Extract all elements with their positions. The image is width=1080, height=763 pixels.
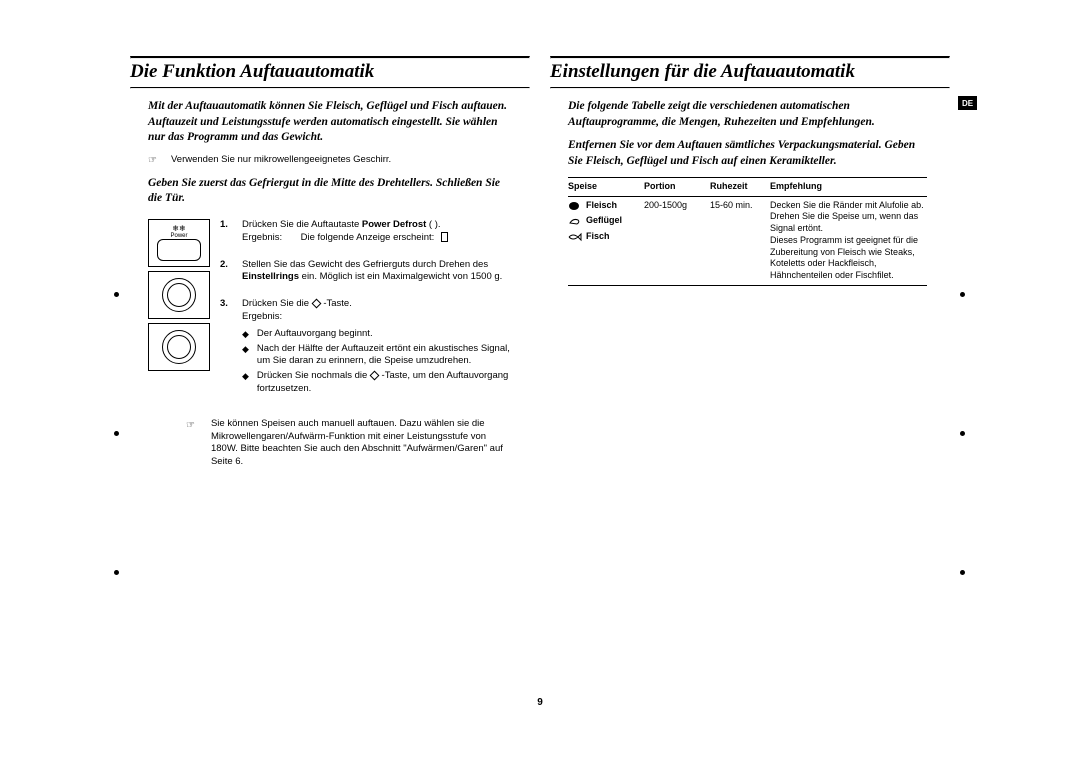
power-defrost-button-illustration: ❄❄ Power bbox=[148, 219, 210, 267]
table-header: Speise Portion Ruhezeit Empfehlung bbox=[568, 177, 927, 197]
start-button-icon bbox=[311, 299, 321, 309]
dial-illustration-2 bbox=[148, 323, 210, 371]
right-column: DE Einstellungen für die Auftauautomatik… bbox=[550, 56, 950, 716]
step-2: 2. Stellen Sie das Gewicht des Gefriergu… bbox=[220, 259, 512, 285]
note-icon: ☞ bbox=[148, 155, 157, 166]
manual-defrost-note: ☞ Sie können Speisen auch manuell auftau… bbox=[130, 412, 530, 469]
binding-dots-left bbox=[114, 292, 120, 575]
right-title: Einstellungen für die Auftauautomatik bbox=[550, 59, 950, 87]
right-intro-1: Die folgende Tabelle zeigt die verschied… bbox=[550, 89, 950, 138]
control-illustrations: ❄❄ Power bbox=[148, 219, 210, 412]
left-title: Die Funktion Auftauautomatik bbox=[130, 59, 530, 87]
page-number: 9 bbox=[537, 697, 543, 708]
step-3: 3. Drücken Sie die -Taste. Ergebnis: ◆De… bbox=[220, 298, 512, 398]
binding-dots-right bbox=[960, 292, 966, 575]
table-row: Fleisch Geflügel Fisch 200-1500g 15-60 m… bbox=[568, 197, 927, 286]
step-list: 1. Drücken Sie die Auftautaste Power Def… bbox=[220, 219, 512, 412]
recommendation-text: Decken Sie die Ränder mit Alufolie ab. D… bbox=[770, 200, 927, 282]
meat-icon bbox=[568, 201, 582, 211]
dial-illustration-1 bbox=[148, 271, 210, 319]
left-intro: Mit der Auftauautomatik können Sie Fleis… bbox=[130, 89, 530, 154]
note-icon: ☞ bbox=[186, 419, 195, 469]
language-tab: DE bbox=[958, 96, 977, 110]
right-intro-2: Entfernen Sie vor dem Auftauen sämtliche… bbox=[550, 138, 950, 177]
fish-icon bbox=[568, 232, 582, 242]
defrost-table: Speise Portion Ruhezeit Empfehlung Fleis… bbox=[568, 177, 927, 286]
left-sub-intro: Geben Sie zuerst das Gefriergut in die M… bbox=[130, 172, 530, 215]
dish-note: ☞ Verwenden Sie nur mikrowellengeeignete… bbox=[130, 154, 530, 172]
step-1: 1. Drücken Sie die Auftautaste Power Def… bbox=[220, 219, 512, 245]
poultry-icon bbox=[568, 216, 582, 226]
display-icon bbox=[441, 232, 448, 242]
left-column: Die Funktion Auftauautomatik Mit der Auf… bbox=[130, 56, 530, 716]
start-button-icon bbox=[369, 371, 379, 381]
